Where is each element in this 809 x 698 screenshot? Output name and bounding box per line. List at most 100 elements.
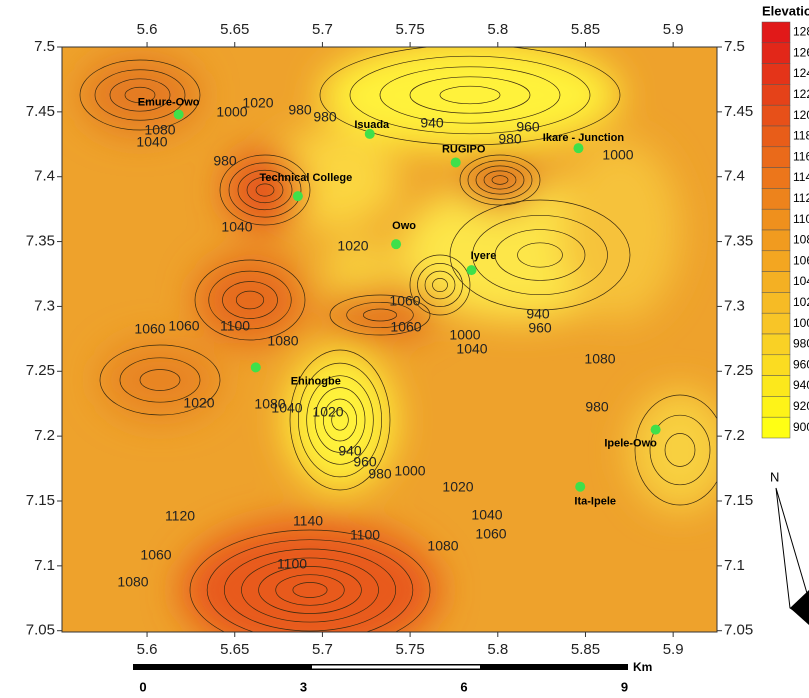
- legend-title: Elevation (m): [762, 3, 809, 18]
- legend-swatch: [761, 63, 791, 85]
- contour-line: [119, 357, 201, 403]
- contour-label: 980: [368, 466, 392, 482]
- y-tick-label: 7.3: [724, 297, 745, 314]
- contour-line: [417, 262, 463, 308]
- place-marker: [573, 143, 584, 154]
- contour-label: 1120: [165, 508, 195, 524]
- contour-label: 980: [213, 153, 237, 169]
- contour-label: 1020: [183, 395, 214, 411]
- contour-line: [459, 154, 541, 206]
- legend-swatch: [761, 208, 791, 231]
- contour-label: 1020: [242, 95, 273, 111]
- contour-label: 1060: [390, 319, 421, 335]
- contour-label: 1060: [168, 318, 199, 334]
- contour-label: 980: [313, 109, 337, 125]
- contour-label: 960: [528, 320, 552, 336]
- y-tick-label: 7.25: [724, 362, 753, 379]
- contour-line: [346, 301, 414, 329]
- place-label: Isuada: [354, 119, 390, 131]
- y-tick-label: 7.15: [724, 492, 753, 509]
- legend-swatch: [761, 229, 791, 252]
- legend-swatch: [761, 416, 791, 439]
- legend-swatch: [761, 396, 791, 418]
- contour-label: 1060: [140, 547, 171, 563]
- north-arrow: [775, 487, 809, 625]
- x-tick-label: 5.7: [312, 21, 333, 38]
- y-tick-label: 7.1: [724, 557, 745, 574]
- place-marker: [575, 481, 586, 492]
- contour-line: [449, 199, 631, 311]
- place-marker: [391, 239, 402, 250]
- contour-label: 1000: [216, 104, 247, 120]
- contour-line: [483, 170, 517, 190]
- legend-label: 1020: [793, 295, 809, 309]
- contour-label: 940: [526, 306, 550, 322]
- contour-line: [255, 183, 275, 197]
- contour-line: [494, 229, 586, 281]
- y-tick-label: 7.05: [724, 622, 753, 639]
- x-tick-label: 5.65: [220, 641, 249, 658]
- legend-label: 980: [793, 337, 809, 351]
- contour-label: 940: [338, 443, 362, 459]
- contour-label: 1080: [267, 333, 298, 349]
- contour-label: 940: [420, 115, 444, 131]
- legend-swatch: [761, 292, 791, 314]
- contour-label: 1080: [144, 122, 175, 138]
- scale-unit: Km: [633, 660, 652, 674]
- legend-label: 1280: [793, 25, 809, 39]
- place-marker: [450, 157, 461, 168]
- contour-label: 1080: [584, 351, 615, 367]
- legend-label: 1160: [793, 149, 809, 163]
- legend-swatch: [761, 167, 791, 189]
- contour-line: [208, 270, 292, 330]
- contour-line: [409, 76, 531, 114]
- contour-line: [322, 398, 358, 442]
- contour-label: 1000: [394, 463, 425, 479]
- x-tick-label: 5.75: [396, 641, 425, 658]
- contour-label: 1060: [389, 293, 420, 309]
- legend-label: 1000: [793, 316, 809, 330]
- place-label: Emure-Owo: [138, 96, 200, 108]
- place-label: Ehinogbe: [291, 375, 341, 387]
- place-label: Technical College: [260, 172, 353, 184]
- legend-label: 1220: [793, 87, 809, 101]
- contour-line: [649, 414, 711, 486]
- contour-line: [634, 394, 717, 506]
- contour-label: 960: [516, 119, 540, 135]
- contour-line: [664, 433, 696, 467]
- x-tick-label: 5.6: [137, 641, 158, 658]
- contour-label: 1040: [271, 400, 302, 416]
- contour-label: 980: [288, 102, 312, 118]
- legend-swatch: [761, 354, 791, 376]
- map-frame: [61, 46, 718, 633]
- contour-line: [424, 270, 456, 300]
- contour-line: [289, 349, 391, 491]
- contour-lines: [79, 47, 717, 632]
- legend-label: 1100: [793, 212, 809, 226]
- contour-line: [329, 294, 431, 336]
- contour-line: [228, 162, 302, 218]
- x-tick-label: 5.9: [663, 21, 684, 38]
- legend-label: 1260: [793, 45, 809, 59]
- contour-line: [94, 69, 186, 121]
- contour-label: 980: [498, 131, 522, 147]
- contour-line: [124, 86, 156, 104]
- legend-label: 1120: [793, 191, 809, 205]
- contour-label: 1080: [254, 396, 285, 412]
- contour-line: [292, 582, 328, 598]
- contour-label: 1020: [312, 404, 343, 420]
- contour-label: 1100: [220, 318, 250, 334]
- legend-swatch: [761, 21, 791, 44]
- legend-swatch: [761, 312, 791, 335]
- legend-swatch: [761, 104, 791, 127]
- contour-line: [432, 277, 448, 293]
- contour-line: [409, 254, 471, 316]
- contour-line: [362, 308, 398, 322]
- north-label: N: [770, 469, 779, 484]
- elevation-surface: [62, 47, 717, 632]
- y-tick-label: 7.35: [26, 233, 55, 250]
- contour-label: 1100: [350, 527, 380, 543]
- contour-line: [219, 154, 311, 226]
- y-tick-label: 7.2: [724, 427, 745, 444]
- contour-line: [314, 387, 366, 453]
